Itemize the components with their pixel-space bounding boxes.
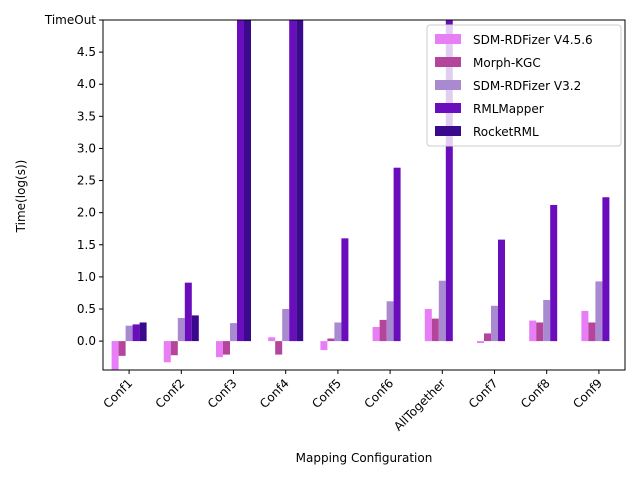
bar-conf1-series-4 [139,322,147,342]
bar-conf7-series-0 [477,341,484,344]
bar-conf1-series-3 [132,324,140,342]
bar-conf8-series-0 [529,320,537,342]
y-tick-label: 0.0 [77,334,96,348]
x-tick-label: Conf2 [153,376,188,411]
x-axis-title: Mapping Configuration [296,451,433,465]
bar-conf4-series-1 [275,341,283,355]
bar-conf9-series-1 [588,322,596,342]
y-tick-label: 2.0 [77,206,96,220]
x-tick-label: Conf6 [361,376,396,411]
y-tick-label: 2.5 [77,174,96,188]
x-tick-label: AllTogether [391,376,448,433]
legend-label: Morph-KGC [473,56,541,70]
bar-conf9-series-0 [581,310,589,342]
bar-conf2-series-3 [184,282,192,342]
x-tick-label: Conf5 [309,376,344,411]
bar-conf1-series-2 [125,325,133,342]
bar-alltogether-series-3 [445,20,453,342]
x-tick-label: Conf3 [205,376,240,411]
legend-swatch [435,126,461,136]
bar-conf9-series-2 [595,281,603,342]
legend-swatch [435,103,461,113]
legend-swatch [435,57,461,67]
bar-conf9-series-3 [602,197,610,342]
x-tick-label: Conf9 [570,376,605,411]
y-tick-label: 1.5 [77,238,96,252]
y-tick-label: 4.5 [77,45,96,59]
bar-conf6-series-0 [372,326,380,342]
bar-alltogether-series-1 [431,318,439,342]
bar-conf8-series-1 [536,322,544,342]
x-tick-label: Conf1 [100,376,135,411]
y-tick-label-timeout: TimeOut [44,13,96,27]
y-tick-label: 4.0 [77,77,96,91]
bar-conf2-series-4 [191,315,199,342]
bar-conf3-series-1 [223,341,230,355]
bar-conf2-series-0 [163,341,171,363]
x-tick-label: Conf4 [257,376,292,411]
legend-swatch [435,34,461,44]
bar-conf3-series-0 [216,341,223,358]
y-tick-label: 3.5 [77,109,96,123]
bar-conf7-series-2 [491,305,498,342]
bar-conf5-series-3 [341,238,349,342]
legend-label: RMLMapper [473,102,544,116]
bar-alltogether-series-0 [424,308,432,342]
x-tick-label: Conf7 [466,376,501,411]
bar-conf1-series-0 [111,341,119,370]
bar-conf4-series-3 [289,20,297,342]
bars-layer [111,20,610,370]
bar-conf7-series-1 [484,333,491,342]
plot-frame [102,19,626,371]
bar-conf4-series-2 [282,308,290,342]
legend-label: SDM-RDFizer V3.2 [473,79,581,93]
bar-conf4-series-0 [268,337,276,342]
bar-conf5-series-1 [327,338,335,342]
bar-conf3-series-2 [230,323,237,342]
legend: SDM-RDFizer V4.5.6 Morph-KGC SDM-RDFizer V… [426,24,622,147]
bar-conf8-series-3 [550,204,558,342]
legend-swatch [435,80,461,90]
bar-conf1-series-1 [118,341,126,356]
bar-conf5-series-2 [334,322,342,342]
bar-conf6-series-2 [386,301,394,342]
y-tick-label: 0.5 [77,302,96,316]
bar-conf7-series-3 [498,239,505,342]
legend-box [426,24,622,147]
legend-label: RocketRML [473,125,539,139]
x-tick-label: Conf8 [518,376,553,411]
y-axis-title: Time(log(s)) [14,160,28,234]
bar-alltogether-series-2 [438,280,446,342]
bar-conf2-series-1 [170,341,178,356]
bar-conf4-series-4 [296,20,304,342]
bar-conf3-series-4 [244,20,251,342]
bar-conf3-series-3 [237,20,244,342]
bar-conf8-series-2 [543,300,551,342]
bar-conf6-series-1 [379,319,387,342]
legend-label: SDM-RDFizer V4.5.6 [473,33,593,47]
y-tick-label: 1.0 [77,270,96,284]
y-tick-label: 3.0 [77,141,96,155]
bar-conf5-series-0 [320,341,328,351]
bar-conf2-series-2 [177,317,185,342]
bar-conf6-series-3 [393,167,401,342]
